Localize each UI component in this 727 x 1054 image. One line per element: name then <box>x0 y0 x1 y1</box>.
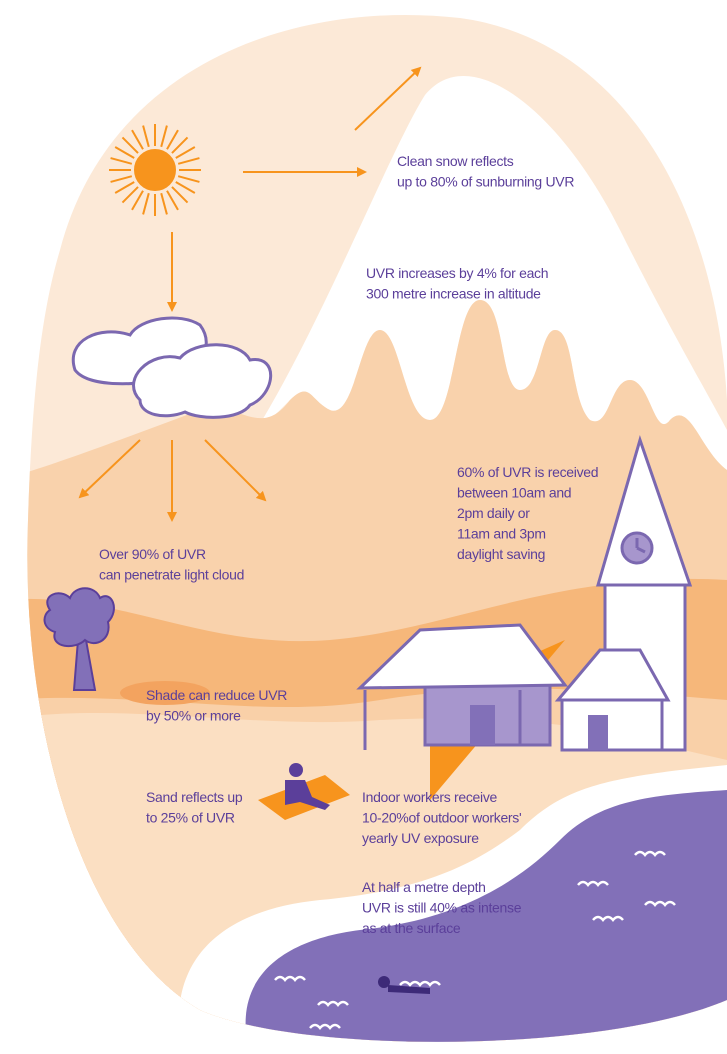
annotation-line: between 10am and <box>457 485 571 501</box>
annotation-line: 11am and 3pm <box>457 526 546 542</box>
annotation-line: Shade can reduce UVR <box>146 687 287 703</box>
page: {"annotations": [ {"lines": ["Clean snow… <box>0 0 727 1054</box>
annotation-line: Sand reflects up <box>146 789 243 805</box>
annotation-line: 10-20%of outdoor workers' <box>362 810 521 826</box>
infographic: Clean snow reflects up to 80% of sunburni… <box>0 0 727 1054</box>
annotation-line: 60% of UVR is received <box>457 464 598 480</box>
annotation-line: 300 metre increase in altitude <box>366 286 541 302</box>
annotation-line: At half a metre depth <box>362 879 486 895</box>
annotation-line: Indoor workers receive <box>362 789 498 805</box>
annotation-line: UVR is still 40% as intense <box>362 900 522 916</box>
annotation-line: as at the surface <box>362 920 461 936</box>
annotation-line: by 50% or more <box>146 708 241 724</box>
annotation-line: 2pm daily or <box>457 505 530 521</box>
annotation-line: up to 80% of sunburning UVR <box>397 174 574 190</box>
annotation-line: UVR increases by 4% for each <box>366 265 548 281</box>
annotation-line: can penetrate light cloud <box>99 567 244 583</box>
annotation-line: yearly UV exposure <box>362 830 479 846</box>
annotation-line: to 25% of UVR <box>146 810 235 826</box>
annotation-line: Clean snow reflects <box>397 153 514 169</box>
sun <box>109 124 201 216</box>
annotation-line: Over 90% of UVR <box>99 546 206 562</box>
annotation-line: daylight saving <box>457 546 545 562</box>
